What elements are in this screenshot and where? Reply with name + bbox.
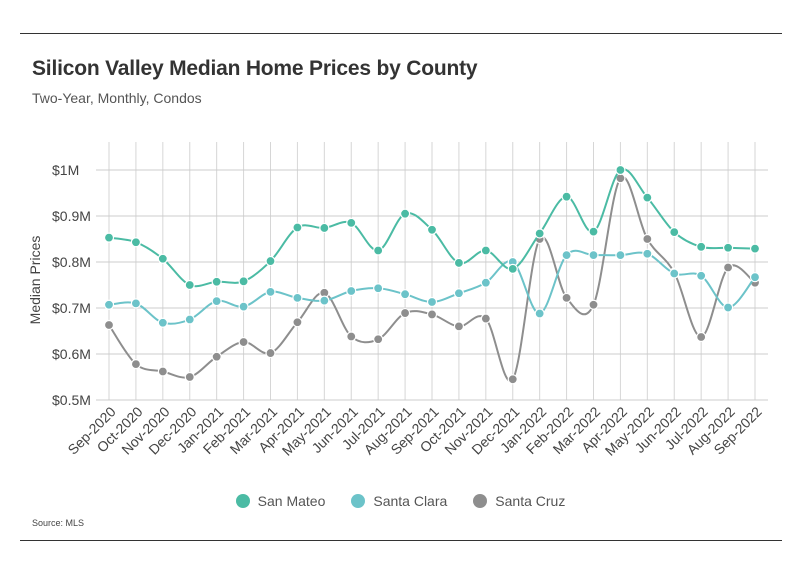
data-point-san-mateo bbox=[749, 243, 761, 254]
data-point-san-mateo bbox=[507, 263, 518, 274]
data-point-san-mateo bbox=[399, 208, 411, 219]
legend-swatch bbox=[473, 494, 488, 508]
bottom-rule bbox=[20, 540, 782, 541]
data-point-san-mateo bbox=[722, 242, 734, 253]
data-point-san-mateo bbox=[373, 245, 384, 256]
data-point-san-mateo bbox=[669, 227, 680, 238]
data-point-santa-clara bbox=[749, 272, 761, 283]
legend-label: San Mateo bbox=[257, 493, 326, 509]
data-point-san-mateo bbox=[534, 228, 545, 239]
data-point-santa-cruz bbox=[426, 309, 438, 320]
data-point-santa-clara bbox=[722, 302, 734, 313]
y-tick-label: $0.8M bbox=[52, 254, 91, 270]
data-point-santa-cruz bbox=[211, 351, 222, 362]
data-point-san-mateo bbox=[157, 253, 168, 264]
data-point-san-mateo bbox=[453, 257, 465, 269]
data-point-santa-cruz bbox=[453, 321, 465, 332]
data-point-santa-clara bbox=[130, 298, 142, 309]
data-point-santa-clara bbox=[561, 250, 572, 261]
data-point-san-mateo bbox=[292, 222, 303, 233]
data-point-santa-clara bbox=[588, 250, 599, 261]
data-point-san-mateo bbox=[615, 164, 626, 176]
y-tick-label: $0.5M bbox=[52, 392, 91, 408]
data-point-santa-clara bbox=[615, 250, 626, 261]
legend-item-santa-clara: Santa Clara bbox=[351, 493, 447, 509]
data-point-san-mateo bbox=[426, 224, 438, 235]
data-point-santa-clara bbox=[238, 301, 249, 312]
data-point-santa-cruz bbox=[642, 233, 653, 245]
data-point-santa-clara bbox=[453, 288, 465, 299]
top-rule bbox=[20, 33, 782, 34]
data-point-san-mateo bbox=[696, 241, 707, 252]
data-point-santa-cruz bbox=[507, 374, 518, 385]
data-point-san-mateo bbox=[130, 237, 142, 248]
data-point-san-mateo bbox=[319, 222, 330, 234]
legend-item-san-mateo: San Mateo bbox=[235, 493, 326, 509]
legend-label: Santa Clara bbox=[373, 493, 448, 509]
data-point-santa-cruz bbox=[130, 359, 142, 370]
data-point-santa-cruz bbox=[399, 307, 411, 319]
chart-title: Silicon Valley Median Home Prices by Cou… bbox=[32, 57, 478, 80]
data-point-san-mateo bbox=[238, 276, 249, 287]
y-tick-label: $1M bbox=[52, 162, 79, 178]
data-point-santa-cruz bbox=[561, 292, 572, 303]
data-point-santa-cruz bbox=[346, 331, 357, 342]
legend-label: Santa Cruz bbox=[495, 493, 566, 509]
data-point-santa-clara bbox=[292, 292, 303, 303]
data-point-santa-clara bbox=[211, 296, 222, 307]
data-point-santa-clara bbox=[642, 248, 653, 259]
data-point-santa-clara bbox=[534, 308, 545, 319]
data-point-san-mateo bbox=[642, 192, 653, 203]
data-point-santa-clara bbox=[319, 295, 330, 306]
y-tick-label: $0.7M bbox=[52, 300, 91, 316]
data-point-san-mateo bbox=[103, 232, 115, 243]
legend-swatch bbox=[235, 494, 250, 508]
data-point-santa-cruz bbox=[265, 347, 276, 359]
data-point-santa-cruz bbox=[373, 334, 384, 345]
data-point-santa-cruz bbox=[480, 313, 491, 324]
data-point-santa-clara bbox=[184, 314, 195, 325]
data-point-santa-clara bbox=[103, 299, 115, 310]
legend-swatch bbox=[351, 494, 366, 508]
data-point-santa-clara bbox=[265, 286, 276, 297]
legend-item-santa-cruz: Santa Cruz bbox=[473, 493, 565, 509]
data-point-santa-clara bbox=[346, 285, 357, 297]
data-point-santa-cruz bbox=[184, 371, 195, 383]
data-point-santa-cruz bbox=[722, 262, 734, 273]
data-point-san-mateo bbox=[346, 217, 357, 228]
y-axis-title: Median Prices bbox=[27, 236, 43, 325]
data-point-san-mateo bbox=[211, 276, 222, 287]
data-point-santa-cruz bbox=[238, 336, 249, 348]
data-point-san-mateo bbox=[265, 255, 276, 267]
legend: San Mateo Santa Clara Santa Cruz bbox=[0, 493, 801, 509]
data-point-san-mateo bbox=[184, 279, 195, 291]
data-point-santa-cruz bbox=[696, 331, 707, 343]
data-point-santa-cruz bbox=[588, 299, 599, 310]
data-point-san-mateo bbox=[561, 191, 572, 202]
y-tick-label: $0.9M bbox=[52, 208, 91, 224]
data-point-santa-clara bbox=[480, 277, 491, 288]
data-point-santa-cruz bbox=[157, 366, 168, 377]
chart-subtitle: Two-Year, Monthly, Condos bbox=[32, 90, 202, 106]
data-point-san-mateo bbox=[588, 226, 599, 237]
data-point-santa-clara bbox=[399, 289, 411, 300]
data-point-santa-clara bbox=[157, 317, 168, 328]
data-point-santa-clara bbox=[669, 268, 680, 279]
data-point-santa-cruz bbox=[292, 317, 303, 328]
y-tick-label: $0.6M bbox=[52, 346, 91, 362]
data-point-santa-clara bbox=[696, 270, 707, 281]
data-point-santa-clara bbox=[426, 296, 438, 308]
source-note: Source: MLS bbox=[32, 518, 85, 528]
data-point-san-mateo bbox=[480, 245, 491, 256]
data-point-santa-clara bbox=[373, 283, 384, 294]
data-point-santa-cruz bbox=[103, 319, 115, 331]
